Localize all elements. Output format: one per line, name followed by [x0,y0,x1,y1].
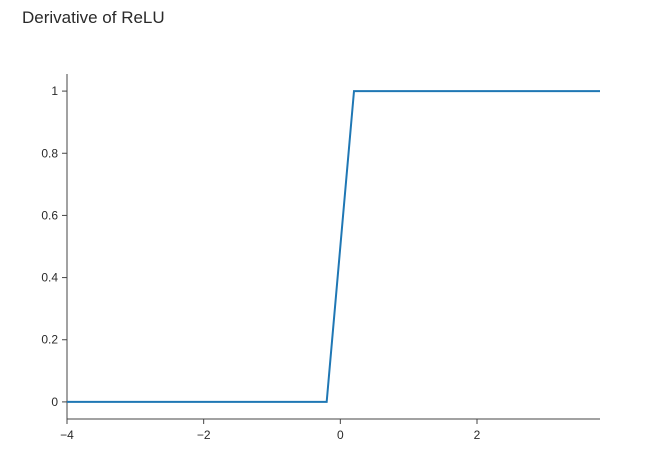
x-axis: −4 −2 0 2 [60,418,600,442]
chart-title: Derivative of ReLU [22,8,165,27]
x-tick-label: 2 [474,428,481,442]
x-tick-label: 0 [337,428,344,442]
y-tick-label: 1 [51,84,58,98]
series-line [67,90,600,403]
y-tick-label: 0.2 [41,333,58,347]
y-tick-label: 0.4 [41,271,58,285]
x-tick-label: −2 [197,428,211,442]
y-axis: 0 0.2 0.4 0.6 0.8 1 [41,74,68,419]
x-tick-label: −4 [60,428,74,442]
y-tick-label: 0.8 [41,146,58,160]
y-tick-label: 0 [51,395,58,409]
series-layer [67,90,600,403]
y-tick-label: 0.6 [41,208,58,222]
